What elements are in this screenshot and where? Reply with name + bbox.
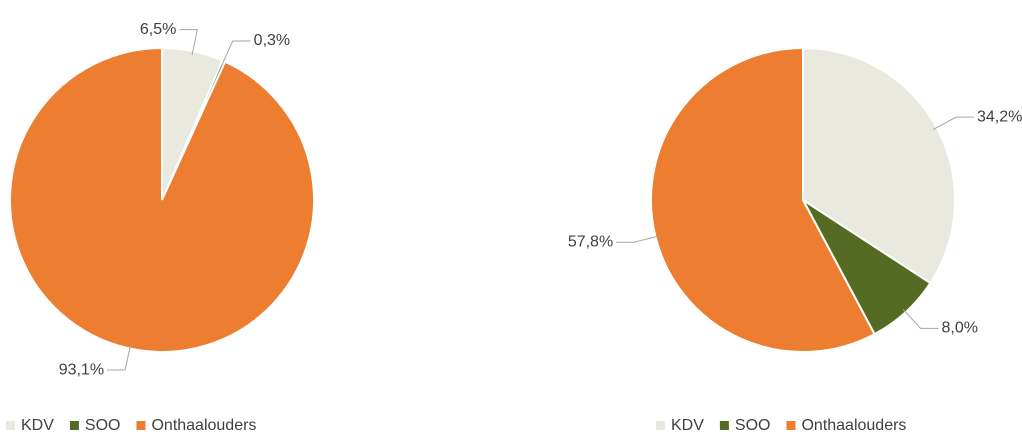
legend-label: KDV	[21, 417, 54, 434]
legend-swatch	[719, 421, 729, 430]
legend-swatch	[136, 421, 146, 430]
data-label: 93,1%	[59, 361, 104, 378]
legend-label: Onthaalouders	[151, 417, 256, 434]
legend-label: Onthaalouders	[801, 417, 906, 434]
leader-line	[932, 116, 975, 130]
legend-label: KDV	[671, 417, 704, 434]
legend-label: SOO	[85, 417, 121, 434]
pie-slice	[9, 46, 315, 353]
data-label: 8,0%	[942, 320, 978, 337]
leader-line	[179, 29, 198, 56]
legend-swatch	[6, 421, 15, 430]
leader-line	[107, 344, 132, 371]
leader-line	[902, 308, 939, 329]
leader-line	[616, 235, 660, 243]
data-label: 57,8%	[568, 233, 613, 250]
legend-swatch	[656, 421, 665, 430]
data-label: 0,3%	[254, 32, 290, 49]
data-label: 34,2%	[977, 108, 1022, 125]
legend-swatch	[69, 421, 79, 430]
data-label: 6,5%	[140, 21, 176, 38]
legend-swatch	[786, 421, 796, 430]
leader-line	[221, 40, 251, 65]
legend-label: SOO	[735, 417, 771, 434]
